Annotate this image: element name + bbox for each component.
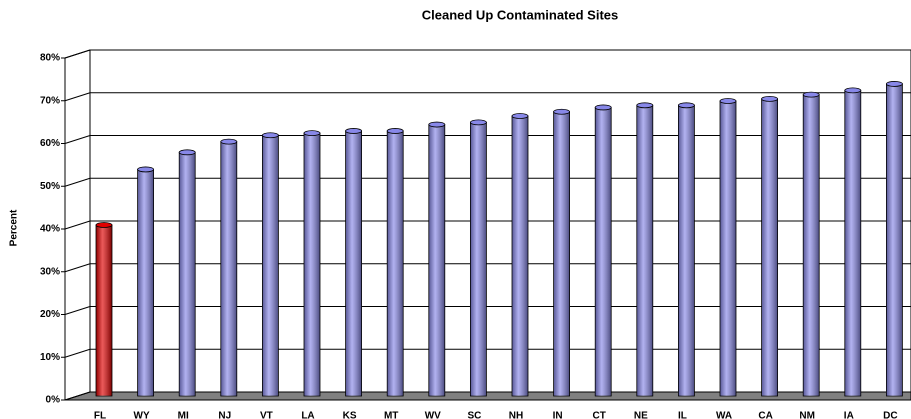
y-tick-label: 80% (40, 53, 60, 64)
x-tick-label: MT (384, 411, 398, 419)
y-tick-label: 0% (46, 395, 61, 406)
x-tick-label: FL (94, 411, 106, 419)
bar (594, 104, 612, 397)
grid-line-side (64, 177, 91, 187)
grid-line-side (64, 220, 91, 230)
y-axis-back (64, 49, 91, 59)
x-tick-label: LA (301, 411, 314, 419)
x-tick-label: WA (716, 411, 732, 419)
grid-line-side (64, 391, 91, 401)
y-tick-label: 60% (40, 138, 60, 149)
x-tick-label: NE (634, 411, 648, 419)
bar (95, 222, 113, 397)
chart-title: Cleaned Up Contaminated Sites (422, 7, 618, 22)
x-tick-label: MI (178, 411, 189, 419)
grid-line-side (64, 348, 91, 358)
grid-line-side (64, 263, 91, 273)
bar (678, 102, 695, 397)
bar (553, 108, 570, 397)
x-tick-label: IL (678, 411, 687, 419)
grid-line-side (64, 135, 91, 144)
bar (511, 113, 529, 397)
x-tick-label: IA (844, 411, 854, 419)
bar (303, 130, 321, 397)
x-tick-label: DC (883, 411, 897, 419)
grid-line-side (64, 92, 91, 102)
x-tick-label: NJ (218, 411, 231, 419)
y-tick-label: 40% (40, 224, 60, 235)
y-axis-label: Percent (9, 209, 20, 246)
bar (137, 166, 155, 397)
x-tick-label: WV (425, 411, 441, 419)
bar (761, 95, 778, 397)
x-tick-label: WY (134, 411, 150, 419)
y-tick-label: 20% (40, 309, 60, 320)
x-tick-label: IN (553, 411, 563, 419)
bar (719, 98, 737, 397)
x-tick-label: CA (758, 411, 772, 419)
bar (802, 91, 820, 397)
x-tick-label: SC (467, 411, 481, 419)
bar (886, 81, 903, 397)
x-tick-label: NM (799, 411, 815, 419)
bar (428, 121, 446, 397)
bar (386, 128, 404, 397)
y-tick-label: 10% (40, 352, 60, 363)
x-tick-label: VT (260, 411, 273, 419)
bar (178, 149, 196, 397)
x-tick-label: KS (343, 411, 357, 419)
x-tick-label: NH (509, 411, 523, 419)
bar (844, 87, 862, 397)
y-tick-label: 70% (40, 95, 60, 106)
bar (636, 102, 654, 397)
bar (220, 138, 238, 397)
x-tick-label: CT (593, 411, 606, 419)
bar (261, 132, 279, 397)
grid-line-side (64, 306, 91, 315)
bar (469, 119, 487, 397)
y-tick-label: 50% (40, 181, 60, 192)
y-tick-label: 30% (40, 266, 60, 277)
bar (345, 128, 363, 397)
